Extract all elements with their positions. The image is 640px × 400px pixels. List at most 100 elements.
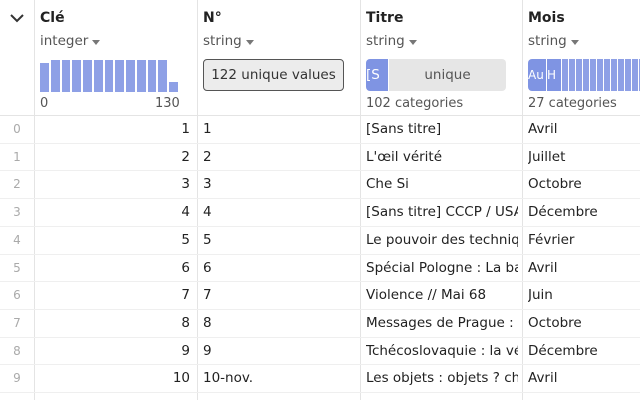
cell: 6 <box>203 259 212 276</box>
type-caret[interactable] <box>92 40 100 45</box>
row-divider <box>0 225 640 227</box>
column-type[interactable]: string <box>528 33 567 49</box>
cell: L'œil vérité <box>366 148 443 165</box>
cell: Juin <box>528 287 553 304</box>
histogram-bar <box>93 60 103 92</box>
cell: Avril <box>528 370 558 387</box>
cell: Octobre <box>528 314 582 331</box>
row-index: 4 <box>13 232 21 247</box>
category-segment[interactable]: H <box>547 59 561 91</box>
cell: [Sans titre] <box>366 121 442 137</box>
histogram-bar <box>72 60 82 92</box>
row-index: 9 <box>13 371 21 386</box>
cell: Che Si <box>366 176 409 193</box>
row-divider <box>0 142 640 144</box>
cell: Octobre <box>528 176 582 193</box>
row-index: 2 <box>13 177 21 192</box>
row-divider <box>0 281 640 283</box>
category-stripe[interactable] <box>597 59 603 91</box>
column-type[interactable]: string <box>366 33 405 49</box>
column-divider <box>34 0 35 400</box>
category-stripe[interactable] <box>611 59 617 91</box>
histogram-bar <box>50 60 60 92</box>
cell: 3 <box>181 176 190 193</box>
cell: Février <box>528 231 575 248</box>
column-name[interactable]: Mois <box>528 10 565 26</box>
cell: [Sans titre] CCCP / USA <box>366 204 518 221</box>
cell: 9 <box>203 342 212 359</box>
category-stripe[interactable] <box>604 59 610 91</box>
cell: 4 <box>181 204 190 221</box>
cell: 8 <box>203 314 212 331</box>
column-divider <box>522 0 523 400</box>
histogram-bar <box>136 60 146 92</box>
type-caret[interactable] <box>409 40 417 45</box>
category-stripe[interactable] <box>576 59 582 91</box>
type-caret[interactable] <box>571 40 579 45</box>
cell: 5 <box>203 231 212 248</box>
cell: 1 <box>181 121 190 137</box>
histogram-bar <box>115 60 125 92</box>
category-stripe[interactable] <box>583 59 589 91</box>
cell: 10 <box>172 370 190 387</box>
histogram-bar <box>40 63 49 92</box>
column-name[interactable]: Clé <box>40 10 65 26</box>
cell: 10-nov. <box>203 370 254 387</box>
category-segment[interactable]: [S <box>366 59 388 91</box>
cell: 1 <box>203 121 212 137</box>
cell: 7 <box>203 287 212 304</box>
column-name[interactable]: Titre <box>366 10 404 26</box>
cell: Spécial Pologne : La bata <box>366 259 518 276</box>
histogram-bar <box>83 60 92 92</box>
unique-values-box[interactable]: 122 unique values <box>203 59 344 91</box>
row-divider <box>0 198 640 200</box>
column-type[interactable]: integer <box>40 33 89 49</box>
histogram-bar <box>169 82 178 92</box>
category-stripe[interactable] <box>632 59 638 91</box>
histogram-bar <box>104 60 114 92</box>
cell: 4 <box>203 204 212 221</box>
category-stripe[interactable] <box>569 59 575 91</box>
cell: 8 <box>181 314 190 331</box>
histogram-bar <box>61 60 71 92</box>
column-name[interactable]: N° <box>203 10 222 26</box>
cell: Tchécoslovaquie : la véri <box>366 342 518 359</box>
row-index: 8 <box>13 343 21 358</box>
row-divider <box>0 336 640 338</box>
column-divider <box>197 0 198 400</box>
category-stripe[interactable] <box>562 59 568 91</box>
cell: Messages de Prague : le <box>366 314 518 331</box>
row-index: 6 <box>13 288 21 303</box>
cell: 9 <box>181 342 190 359</box>
column-type[interactable]: string <box>203 33 242 49</box>
row-index: 0 <box>13 122 21 136</box>
category-segment[interactable]: unique <box>389 59 506 91</box>
row-index: 3 <box>13 205 21 220</box>
cell: 7 <box>181 287 190 304</box>
row-divider <box>0 392 640 393</box>
collapse-chevron[interactable] <box>9 12 25 24</box>
histogram-bar <box>147 60 157 92</box>
category-segment[interactable]: Au <box>528 59 546 91</box>
histogram-bar <box>126 60 135 92</box>
cell: 2 <box>181 148 190 165</box>
cell: Les objets : objets ? cho <box>366 370 518 387</box>
cell: 2 <box>203 148 212 165</box>
category-stripe[interactable] <box>618 59 624 91</box>
row-index: 1 <box>13 149 21 164</box>
cell: Décembre <box>528 204 598 221</box>
column-divider <box>360 0 361 400</box>
category-stripe[interactable] <box>590 59 596 91</box>
cell: Violence // Mai 68 <box>366 287 487 304</box>
histogram-max: 130 <box>155 96 180 111</box>
row-index: 7 <box>13 315 21 330</box>
type-caret[interactable] <box>246 40 254 45</box>
row-divider <box>0 253 640 255</box>
row-divider <box>0 170 640 172</box>
cell: Avril <box>528 259 558 276</box>
category-stripe[interactable] <box>625 59 631 91</box>
row-divider <box>0 308 640 310</box>
cell: Avril <box>528 121 558 137</box>
histogram-min: 0 <box>40 96 49 111</box>
